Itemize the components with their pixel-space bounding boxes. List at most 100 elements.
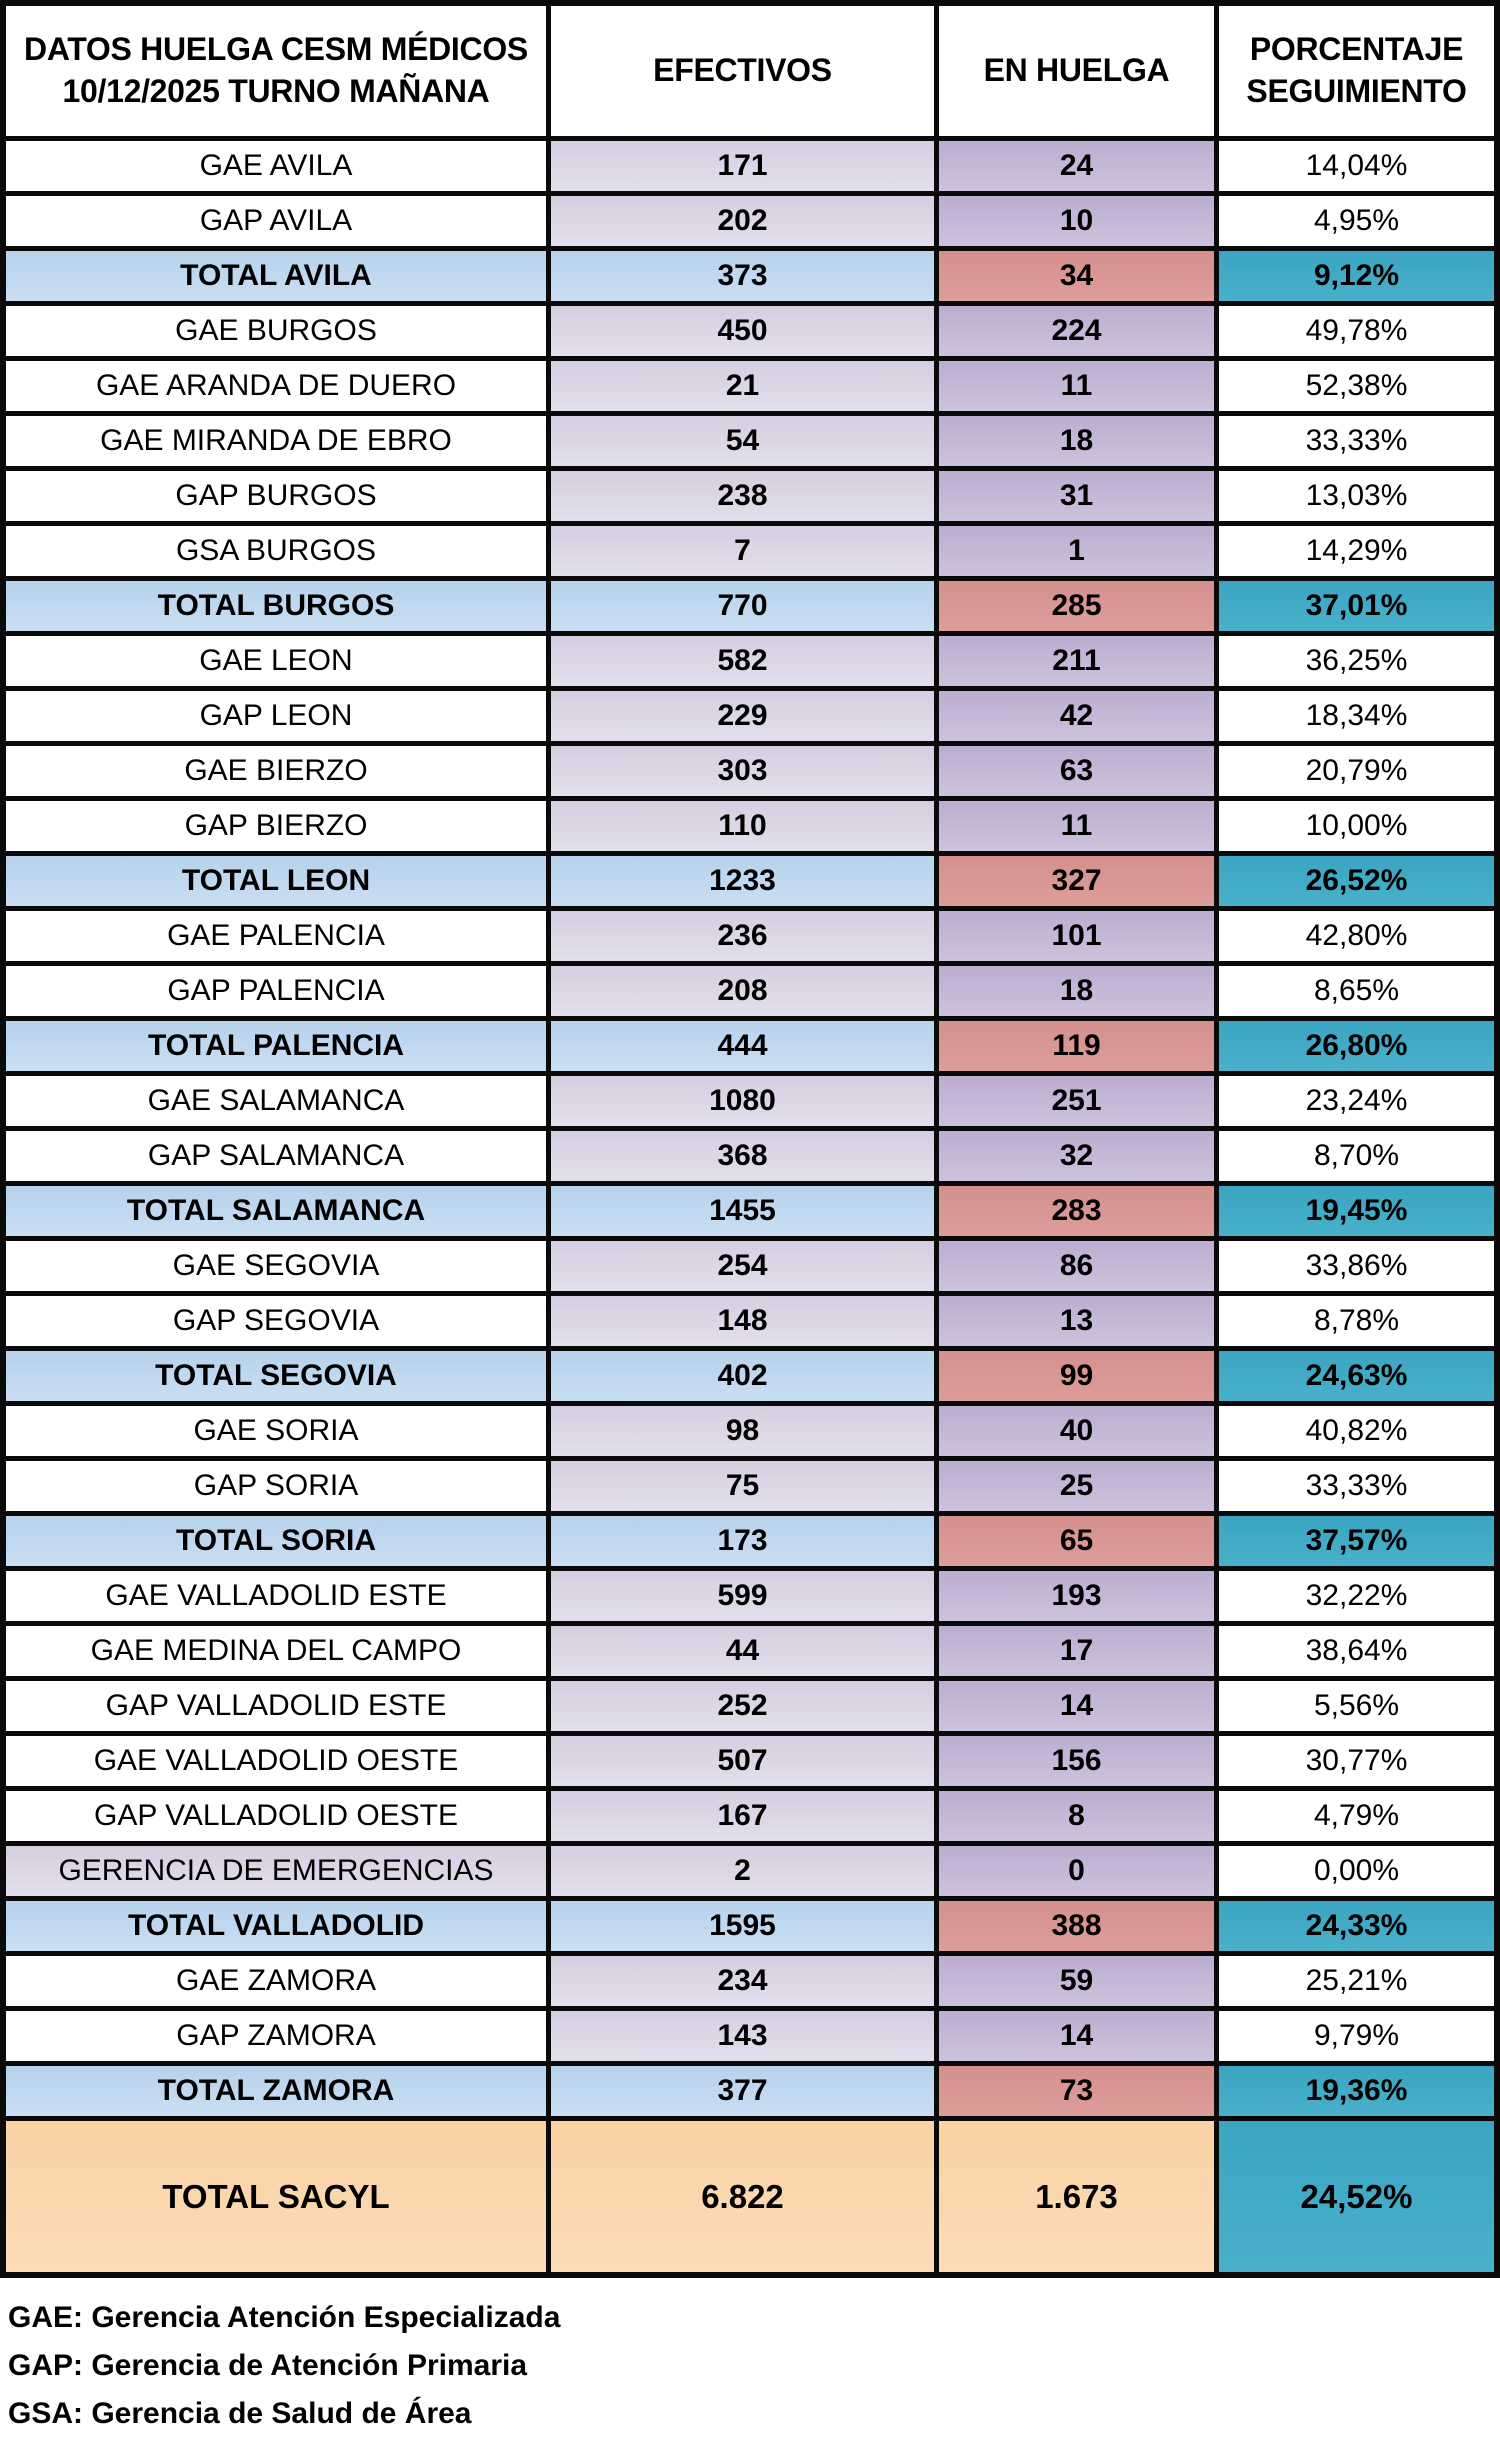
en-huelga-cell: 283 — [939, 1186, 1214, 1236]
column-header-en-huelga: EN HUELGA — [939, 6, 1214, 136]
porcentaje-cell: 0,00% — [1219, 1846, 1494, 1896]
porcentaje-cell: 14,29% — [1219, 526, 1494, 576]
efectivos-cell: 75 — [551, 1461, 934, 1511]
en-huelga-cell: 119 — [939, 1021, 1214, 1071]
en-huelga-cell: 34 — [939, 251, 1214, 301]
en-huelga-cell: 63 — [939, 746, 1214, 796]
en-huelga-cell: 1.673 — [939, 2121, 1214, 2272]
porcentaje-cell: 20,79% — [1219, 746, 1494, 796]
row-label-cell: TOTAL SACYL — [6, 2121, 546, 2272]
row-label-cell: GAP PALENCIA — [6, 966, 546, 1016]
porcentaje-cell: 24,33% — [1219, 1901, 1494, 1951]
en-huelga-cell: 40 — [939, 1406, 1214, 1456]
column-header-efectivos: EFECTIVOS — [551, 6, 934, 136]
efectivos-cell: 582 — [551, 636, 934, 686]
row-label-cell: GAE BIERZO — [6, 746, 546, 796]
en-huelga-cell: 0 — [939, 1846, 1214, 1896]
efectivos-cell: 173 — [551, 1516, 934, 1566]
efectivos-cell: 44 — [551, 1626, 934, 1676]
row-label-cell: TOTAL VALLADOLID — [6, 1901, 546, 1951]
legend-line-gsa: GSA: Gerencia de Salud de Área — [8, 2397, 472, 2430]
efectivos-cell: 303 — [551, 746, 934, 796]
row-label-cell: GAE SEGOVIA — [6, 1241, 546, 1291]
efectivos-cell: 167 — [551, 1791, 934, 1841]
efectivos-cell: 148 — [551, 1296, 934, 1346]
legend-line-gae: GAE: Gerencia Atención Especializada — [8, 2301, 561, 2334]
porcentaje-cell: 30,77% — [1219, 1736, 1494, 1786]
porcentaje-cell: 32,22% — [1219, 1571, 1494, 1621]
porcentaje-cell: 40,82% — [1219, 1406, 1494, 1456]
row-label-cell: GAP VALLADOLID OESTE — [6, 1791, 546, 1841]
porcentaje-cell: 18,34% — [1219, 691, 1494, 741]
en-huelga-cell: 224 — [939, 306, 1214, 356]
porcentaje-cell: 19,45% — [1219, 1186, 1494, 1236]
efectivos-cell: 1455 — [551, 1186, 934, 1236]
en-huelga-cell: 327 — [939, 856, 1214, 906]
efectivos-cell: 54 — [551, 416, 934, 466]
row-label-cell: GAP SORIA — [6, 1461, 546, 1511]
porcentaje-cell: 38,64% — [1219, 1626, 1494, 1676]
porcentaje-cell: 26,52% — [1219, 856, 1494, 906]
row-label-cell: GAE VALLADOLID ESTE — [6, 1571, 546, 1621]
row-label-cell: TOTAL LEON — [6, 856, 546, 906]
porcentaje-cell: 9,12% — [1219, 251, 1494, 301]
efectivos-cell: 171 — [551, 141, 934, 191]
porcentaje-cell: 19,36% — [1219, 2066, 1494, 2116]
en-huelga-cell: 211 — [939, 636, 1214, 686]
efectivos-cell: 98 — [551, 1406, 934, 1456]
row-label-cell: GAP AVILA — [6, 196, 546, 246]
porcentaje-cell: 33,33% — [1219, 416, 1494, 466]
efectivos-cell: 252 — [551, 1681, 934, 1731]
efectivos-cell: 2 — [551, 1846, 934, 1896]
en-huelga-cell: 11 — [939, 361, 1214, 411]
porcentaje-cell: 8,65% — [1219, 966, 1494, 1016]
row-label-cell: GAE LEON — [6, 636, 546, 686]
efectivos-cell: 202 — [551, 196, 934, 246]
en-huelga-cell: 31 — [939, 471, 1214, 521]
en-huelga-cell: 1 — [939, 526, 1214, 576]
efectivos-cell: 143 — [551, 2011, 934, 2061]
porcentaje-cell: 33,33% — [1219, 1461, 1494, 1511]
en-huelga-cell: 388 — [939, 1901, 1214, 1951]
row-label-cell: GAP BURGOS — [6, 471, 546, 521]
porcentaje-cell: 9,79% — [1219, 2011, 1494, 2061]
en-huelga-cell: 14 — [939, 1681, 1214, 1731]
efectivos-cell: 377 — [551, 2066, 934, 2116]
legend-line-gap: GAP: Gerencia de Atención Primaria — [8, 2349, 528, 2382]
table-title-line1: DATOS HUELGA CESM MÉDICOS — [24, 31, 528, 68]
row-label-cell: GAE MEDINA DEL CAMPO — [6, 1626, 546, 1676]
column-header-porcentaje: PORCENTAJE SEGUIMIENTO — [1219, 6, 1494, 136]
en-huelga-cell: 86 — [939, 1241, 1214, 1291]
en-huelga-cell: 99 — [939, 1351, 1214, 1401]
efectivos-cell: 1233 — [551, 856, 934, 906]
efectivos-cell: 7 — [551, 526, 934, 576]
porcentaje-cell: 4,95% — [1219, 196, 1494, 246]
en-huelga-cell: 17 — [939, 1626, 1214, 1676]
row-label-cell: TOTAL SEGOVIA — [6, 1351, 546, 1401]
porcentaje-cell: 26,80% — [1219, 1021, 1494, 1071]
porcentaje-cell: 8,70% — [1219, 1131, 1494, 1181]
en-huelga-cell: 285 — [939, 581, 1214, 631]
porcentaje-cell: 4,79% — [1219, 1791, 1494, 1841]
porcentaje-cell: 49,78% — [1219, 306, 1494, 356]
row-label-cell: GAE VALLADOLID OESTE — [6, 1736, 546, 1786]
row-label-cell: GAP SEGOVIA — [6, 1296, 546, 1346]
column-header-porcentaje-line1: PORCENTAJE — [1249, 31, 1464, 68]
row-label-cell: GAE SALAMANCA — [6, 1076, 546, 1126]
en-huelga-cell: 193 — [939, 1571, 1214, 1621]
row-label-cell: GAE ZAMORA — [6, 1956, 546, 2006]
porcentaje-cell: 42,80% — [1219, 911, 1494, 961]
en-huelga-cell: 32 — [939, 1131, 1214, 1181]
efectivos-cell: 368 — [551, 1131, 934, 1181]
en-huelga-cell: 14 — [939, 2011, 1214, 2061]
en-huelga-cell: 73 — [939, 2066, 1214, 2116]
en-huelga-cell: 42 — [939, 691, 1214, 741]
porcentaje-cell: 14,04% — [1219, 141, 1494, 191]
porcentaje-cell: 10,00% — [1219, 801, 1494, 851]
porcentaje-cell: 37,01% — [1219, 581, 1494, 631]
row-label-cell: GSA BURGOS — [6, 526, 546, 576]
efectivos-cell: 599 — [551, 1571, 934, 1621]
efectivos-cell: 234 — [551, 1956, 934, 2006]
row-label-cell: GAP LEON — [6, 691, 546, 741]
en-huelga-cell: 65 — [939, 1516, 1214, 1566]
